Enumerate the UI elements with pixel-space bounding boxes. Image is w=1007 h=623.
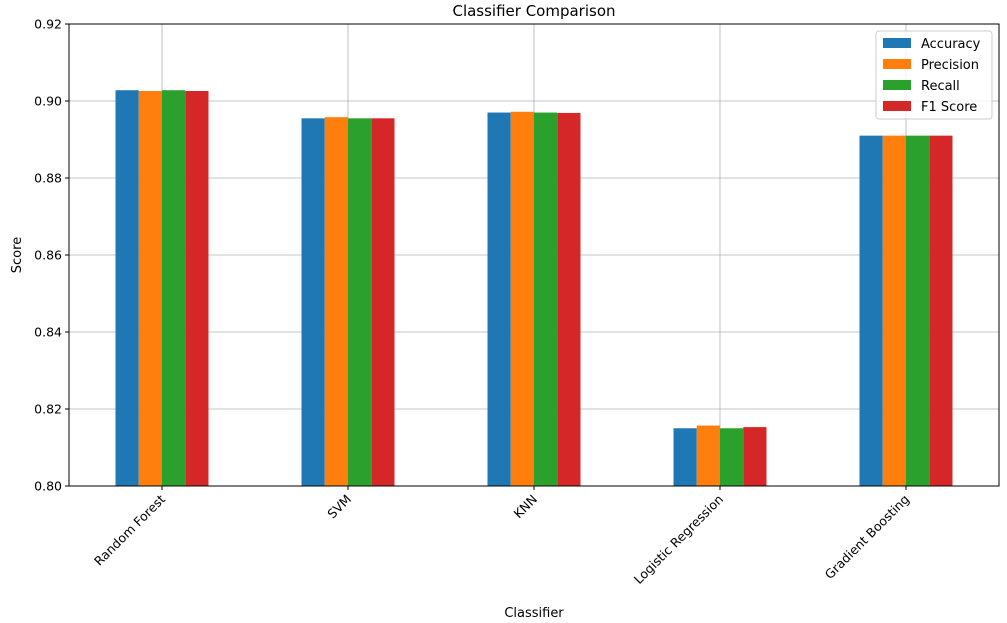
legend-label: F1 Score bbox=[921, 100, 977, 115]
bar-accuracy bbox=[301, 118, 325, 486]
x-tick-label: KNN bbox=[510, 492, 540, 522]
chart-title: Classifier Comparison bbox=[452, 2, 615, 20]
bar-accuracy bbox=[859, 135, 883, 486]
legend-swatch bbox=[883, 59, 911, 69]
x-tick-label: Logistic Regression bbox=[631, 492, 726, 587]
bars bbox=[115, 90, 953, 487]
y-tick-label: 0.86 bbox=[34, 248, 62, 263]
legend-label: Accuracy bbox=[921, 37, 981, 52]
legend-items: Accuracy Precision Recall F1 Score bbox=[883, 37, 981, 115]
bar-precision bbox=[510, 111, 534, 486]
x-tick-label: Gradient Boosting bbox=[822, 492, 913, 583]
legend-label: Precision bbox=[921, 58, 979, 73]
bar-f1-score bbox=[371, 118, 395, 486]
x-axis-label: Classifier bbox=[504, 606, 564, 621]
bar-recall bbox=[534, 112, 558, 487]
bar-precision bbox=[324, 117, 348, 487]
legend-swatch bbox=[883, 101, 911, 111]
y-tick-label: 0.82 bbox=[34, 402, 62, 417]
bar-precision bbox=[882, 135, 906, 486]
bar-f1-score bbox=[929, 135, 953, 486]
bar-recall bbox=[348, 118, 372, 486]
y-tick-label: 0.84 bbox=[34, 325, 62, 340]
bar-precision bbox=[138, 90, 162, 487]
y-tick-label: 0.80 bbox=[34, 479, 62, 494]
bar-accuracy bbox=[115, 90, 139, 486]
bar-precision bbox=[696, 425, 720, 486]
bar-f1-score bbox=[557, 112, 581, 486]
y-tick-label: 0.90 bbox=[34, 94, 62, 109]
legend-swatch bbox=[883, 38, 911, 48]
legend-label: Recall bbox=[921, 79, 960, 94]
bar-accuracy bbox=[673, 428, 697, 486]
bar-recall bbox=[720, 428, 744, 486]
bar-f1-score bbox=[185, 90, 209, 487]
bar-f1-score bbox=[743, 427, 767, 486]
x-tick-label: Random Forest bbox=[91, 491, 168, 568]
legend-swatch bbox=[883, 80, 911, 90]
legend: Accuracy Precision Recall F1 Score bbox=[875, 30, 993, 120]
x-tick-label: SVM bbox=[324, 492, 354, 522]
y-tick-label: 0.92 bbox=[34, 17, 62, 32]
bar-accuracy bbox=[487, 112, 511, 487]
legend-box bbox=[875, 30, 993, 120]
y-axis-label: Score bbox=[10, 237, 25, 273]
y-tick-label: 0.88 bbox=[34, 171, 62, 186]
bar-recall bbox=[162, 90, 186, 486]
bar-recall bbox=[906, 135, 930, 486]
